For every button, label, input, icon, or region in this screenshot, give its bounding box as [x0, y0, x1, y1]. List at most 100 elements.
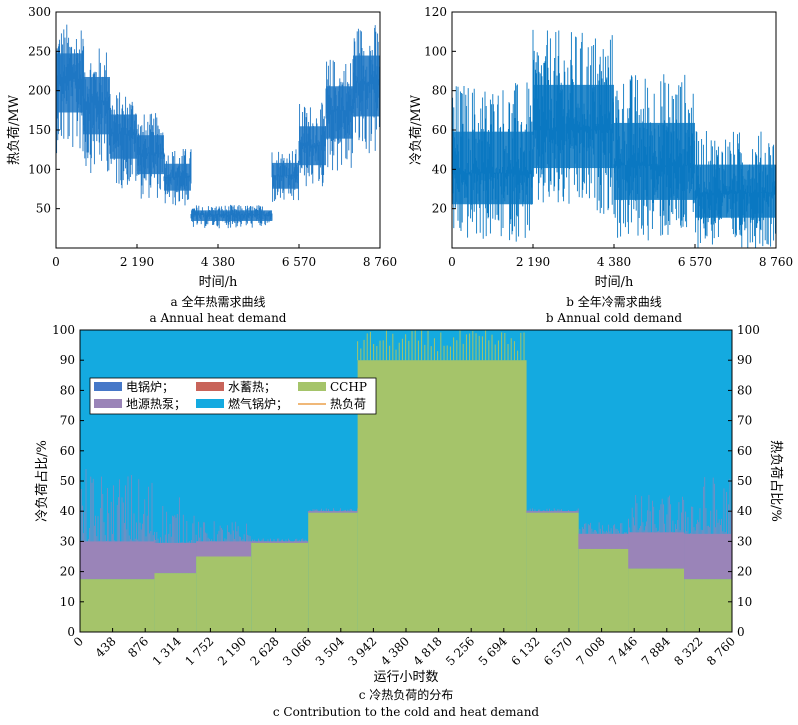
cchp-area — [251, 542, 309, 632]
ground-pump-area — [628, 532, 685, 569]
ground-pump-area — [526, 511, 579, 513]
panel-c-ytick-label: 40 — [60, 504, 75, 518]
cchp-area — [578, 548, 629, 632]
legend-label-heat-load: 热负荷 — [330, 397, 366, 411]
panel-c-xtick-label: 2 628 — [248, 634, 282, 668]
panel-b-xtick-label: 0 — [448, 255, 456, 269]
panel-c-ytick-label-right: 10 — [737, 595, 752, 609]
panel-c-xtick-label: 6 132 — [508, 634, 542, 668]
panel-a-ytick-label: 200 — [28, 84, 51, 98]
panel-c-ytick-label-right: 20 — [737, 565, 752, 579]
legend-swatch-ground-source-pump — [94, 399, 122, 408]
panel-c-ylabel-right: 热负荷占比/% — [768, 440, 783, 522]
heat-demand-segment-core — [137, 135, 164, 175]
panel-c-xtick-label: 7 008 — [574, 634, 608, 668]
panel-c-ytick-label: 100 — [52, 323, 75, 337]
panel-b-cold-demand: 0 2 190 4 380 6 570 8 760 20 40 60 80 100 120 时间/h… — [409, 5, 793, 325]
panel-b-ytick-label: 60 — [432, 123, 447, 137]
heat-demand-segment-core — [299, 126, 326, 166]
heat-demand-segment-core — [272, 162, 299, 189]
panel-a-caption-cn: a 全年热需求曲线 — [171, 294, 266, 309]
panel-c-ytick-label-right: 50 — [737, 474, 752, 488]
panel-a-ticks: 0 2 190 4 380 6 570 8 760 50 100 150 200 250 300 — [28, 5, 397, 269]
panel-c-xtick-label: 438 — [93, 634, 119, 660]
panel-c-caption-cn: c 冷热负荷的分布 — [359, 687, 454, 702]
panel-c-ytick-label-right: 100 — [737, 323, 760, 337]
panel-b-ytick-label: 80 — [432, 84, 447, 98]
panel-a-xtick-label: 2 190 — [120, 255, 154, 269]
cold-demand-segment-core — [614, 122, 695, 200]
legend-swatch-electric-boiler — [94, 382, 122, 391]
cold-demand-series — [451, 29, 776, 248]
panel-a-xtick-label: 8 760 — [363, 255, 397, 269]
panel-a-ytick-label: 250 — [28, 44, 51, 58]
cchp-area — [684, 579, 732, 632]
heat-demand-segment-core — [353, 55, 380, 117]
panel-c-xtick-label: 5 694 — [476, 634, 510, 668]
panel-b-xtick-label: 4 380 — [597, 255, 631, 269]
panel-c-ytick-label-right: 80 — [737, 383, 752, 397]
panel-c-caption-en: c Contribution to the cold and heat dema… — [273, 705, 540, 719]
panel-b-xlabel: 时间/h — [595, 275, 634, 290]
panel-b-caption-en: b Annual cold demand — [546, 311, 682, 325]
panel-c-xtick-label: 8 760 — [704, 634, 738, 668]
panel-c-xtick-label: 6 570 — [541, 634, 575, 668]
cchp-area — [526, 512, 579, 632]
panel-c-xtick-label: 4 380 — [378, 634, 412, 668]
panel-c-ytick-label: 70 — [60, 414, 75, 428]
cchp-area — [308, 512, 358, 632]
panel-a-xlabel: 时间/h — [199, 275, 238, 290]
panel-b-ytick-label: 120 — [424, 5, 447, 19]
panel-a-xtick-label: 4 380 — [201, 255, 235, 269]
panel-c-legend: 电锅炉； 地源热泵； 水蓄热； 燃气锅炉； CCHP 热负荷 — [89, 377, 377, 415]
panel-c-xtick-label: 7 884 — [639, 634, 673, 668]
legend-label-gas-boiler: 燃气锅炉； — [228, 396, 288, 411]
panel-a-caption-en: a Annual heat demand — [150, 311, 287, 325]
heat-demand-segment-core — [326, 86, 353, 139]
ground-pump-area — [154, 542, 197, 574]
heat-demand-segment-core — [191, 210, 272, 221]
legend-label-water-storage: 水蓄热； — [228, 380, 276, 394]
panel-a-ylabel: 热负荷/MW — [7, 94, 22, 165]
legend-swatch-gas-boiler — [196, 399, 224, 408]
panel-c-xtick-label: 1 752 — [182, 634, 216, 668]
panel-c-ytick-label: 50 — [60, 474, 75, 488]
legend-label-electric-boiler: 电锅炉； — [126, 379, 174, 394]
ground-pump-area — [308, 511, 358, 513]
panel-c-ytick-label: 20 — [60, 565, 75, 579]
ground-pump-area — [684, 533, 732, 580]
cchp-area — [628, 568, 685, 632]
legend-box — [89, 377, 377, 415]
panel-b-caption-cn: b 全年冷需求曲线 — [566, 294, 662, 309]
legend-label-ground-source-pump: 地源热泵； — [126, 397, 186, 411]
panel-c-ytick-label: 10 — [60, 595, 75, 609]
panel-c-ytick-label: 80 — [60, 383, 75, 397]
heat-demand-segment-core — [164, 163, 191, 191]
cchp-spikes — [357, 330, 525, 361]
heat-demand-segment-core — [83, 76, 110, 135]
panel-c-xtick-label: 3 066 — [280, 634, 314, 668]
ground-pump-area — [578, 533, 629, 549]
panel-c-ytick-label: 0 — [67, 625, 75, 639]
panel-c-xtick-label: 3 942 — [345, 634, 379, 668]
legend-label-cchp: CCHP — [330, 380, 367, 394]
panel-c-xtick-label: 3 504 — [313, 634, 347, 668]
panel-a-ytick-label: 300 — [28, 5, 51, 19]
panel-c-ytick-label: 60 — [60, 444, 75, 458]
heat-demand-segment-core — [56, 53, 83, 113]
cchp-area — [80, 579, 155, 632]
ground-pump-area — [251, 541, 309, 543]
panel-c-ytick-label-right: 60 — [737, 444, 752, 458]
panel-c-xtick-label: 1 314 — [150, 634, 184, 668]
panel-b-xtick-label: 2 190 — [516, 255, 550, 269]
panel-c-ylabel-left: 冷负荷占比/% — [35, 440, 50, 522]
panel-b-ylabel: 冷负荷/MW — [409, 94, 424, 165]
panel-b-ticks: 0 2 190 4 380 6 570 8 760 20 40 60 80 100 120 — [424, 5, 793, 269]
panel-c-xtick-label: 7 446 — [606, 634, 640, 668]
cchp-area — [196, 556, 252, 632]
panel-b-ytick-label: 100 — [424, 44, 447, 58]
load-share-areas — [79, 330, 732, 632]
panel-a-xtick-label: 0 — [52, 255, 60, 269]
panel-c-ytick-label-right: 70 — [737, 414, 752, 428]
